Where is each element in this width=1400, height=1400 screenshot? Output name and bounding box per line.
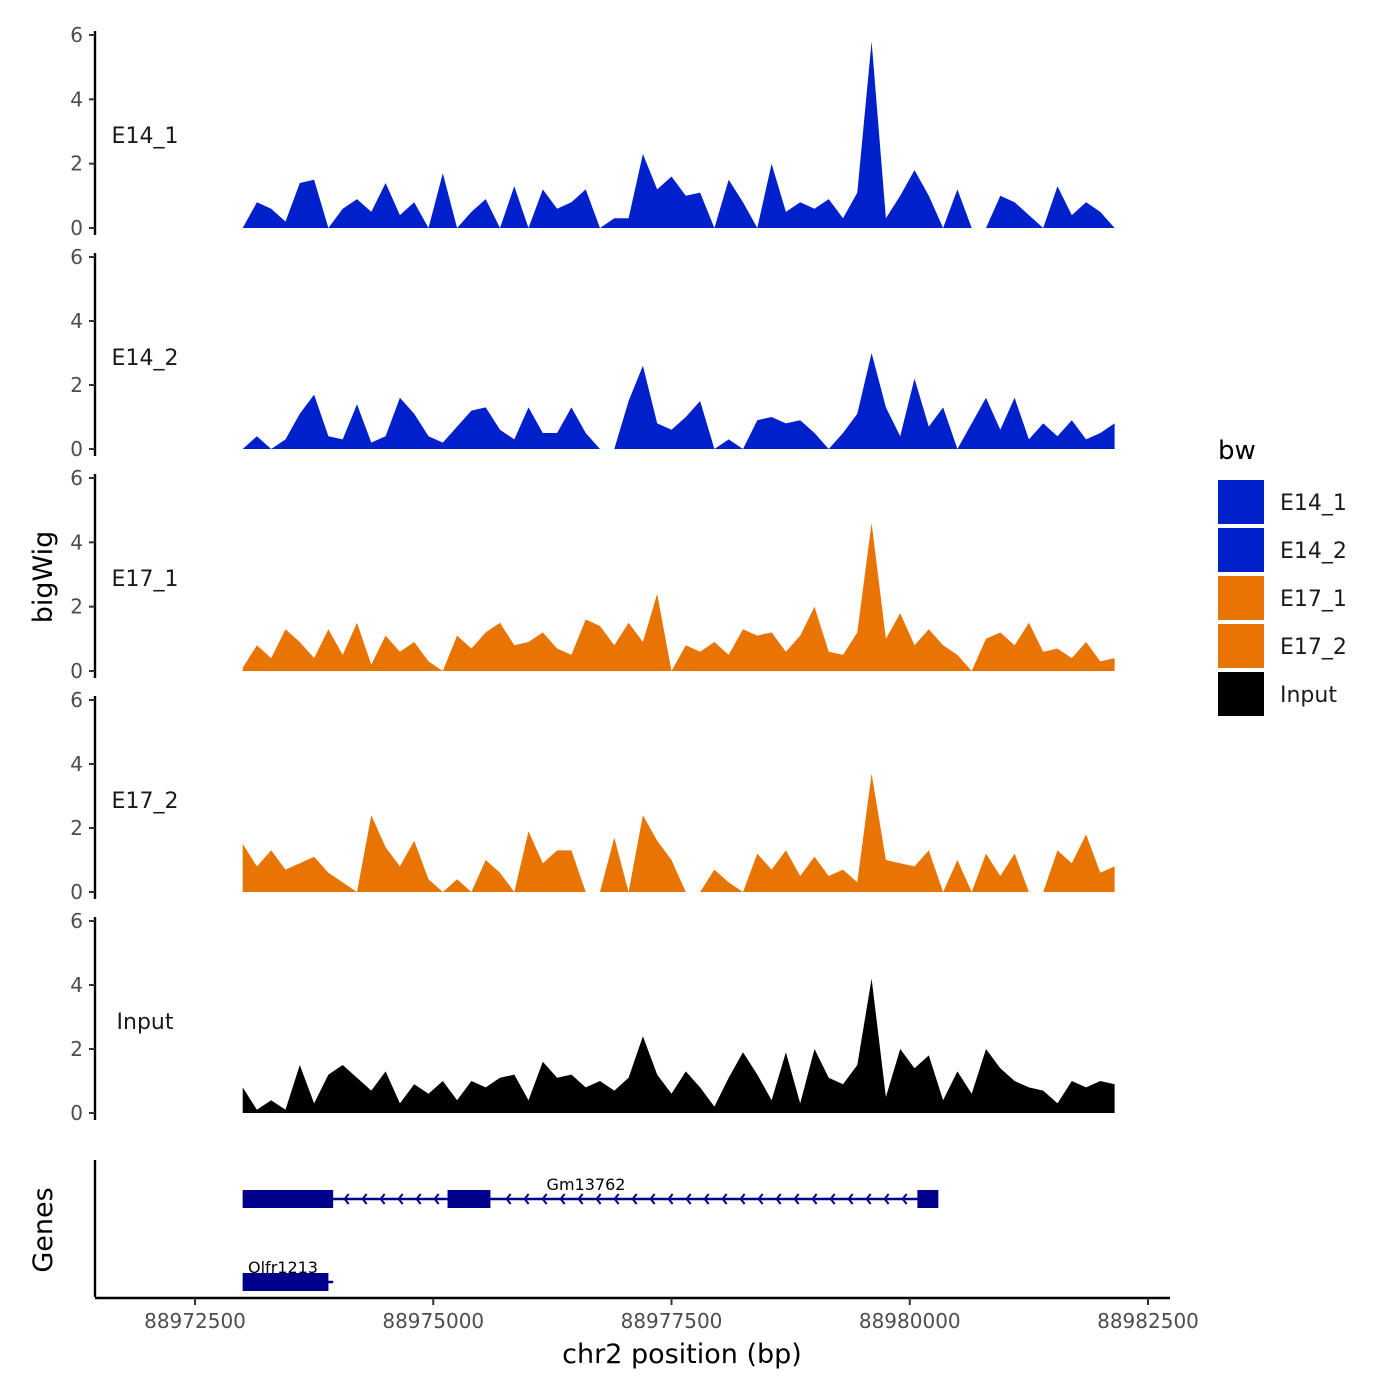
coverage-area-e17-2 xyxy=(242,773,1115,892)
track-e14-1: 0 2 4 6 E14_1 xyxy=(70,23,1115,240)
y-tick-label: 2 xyxy=(70,595,83,619)
coverage-area-input xyxy=(242,978,1115,1113)
y-axis-title: bigWig xyxy=(28,531,59,624)
track-e17-1: 0 2 4 6 E17_1 xyxy=(70,466,1115,683)
strand-arrow xyxy=(685,1193,692,1205)
strand-arrow xyxy=(757,1193,764,1205)
strand-arrow xyxy=(901,1193,908,1205)
x-tick-label: 88972500 xyxy=(144,1309,246,1333)
strand-arrow xyxy=(613,1193,620,1205)
y-tick-label: 2 xyxy=(70,373,83,397)
track-e14-2: 0 2 4 6 E14_2 xyxy=(70,245,1115,461)
strand-arrow xyxy=(811,1193,818,1205)
legend-swatch xyxy=(1218,672,1264,716)
gene-exon xyxy=(447,1190,491,1208)
y-tick-label: 6 xyxy=(70,466,83,490)
strand-arrow xyxy=(847,1193,854,1205)
strand-arrow xyxy=(505,1193,512,1205)
y-tick-label: 6 xyxy=(70,245,83,269)
y-tick-label: 0 xyxy=(70,437,83,461)
gene-label: Gm13762 xyxy=(547,1175,626,1194)
gene-label: Olfr1213 xyxy=(248,1258,318,1277)
strand-arrow xyxy=(829,1193,836,1205)
y-tick-label: 2 xyxy=(70,152,83,176)
track-label: E17_1 xyxy=(112,567,179,592)
y-tick-label: 2 xyxy=(70,1037,83,1061)
x-tick-label: 88975000 xyxy=(382,1309,484,1333)
y-tick-label: 0 xyxy=(70,659,83,683)
legend-swatch xyxy=(1218,528,1264,572)
track-label: Input xyxy=(117,1010,174,1035)
y-tick-label: 4 xyxy=(70,973,83,997)
y-tick-label: 6 xyxy=(70,688,83,712)
track-input: 0 2 4 6 Input xyxy=(70,909,1115,1125)
strand-arrow xyxy=(379,1193,386,1205)
coverage-area-e14-2 xyxy=(242,353,1115,449)
track-label: E14_1 xyxy=(112,124,179,149)
y-tick-label: 4 xyxy=(70,752,83,776)
y-tick-label: 2 xyxy=(70,816,83,840)
y-tick-label: 0 xyxy=(70,880,83,904)
coverage-area-e14-1 xyxy=(242,41,1115,229)
strand-arrow xyxy=(793,1193,800,1205)
strand-arrow xyxy=(775,1193,782,1205)
track-e17-2: 0 2 4 6 E17_2 xyxy=(70,688,1115,904)
strand-arrow xyxy=(343,1193,350,1205)
gene-gm13762: Gm13762 xyxy=(242,1175,939,1208)
x-tick-label: 88980000 xyxy=(859,1309,961,1333)
strand-arrow xyxy=(541,1193,548,1205)
x-tick-label: 88977500 xyxy=(621,1309,723,1333)
y-tick-label: 0 xyxy=(70,1101,83,1125)
gene-track: Gm13762 Olfr1213 xyxy=(93,1160,939,1297)
strand-arrow xyxy=(361,1193,368,1205)
strand-arrow xyxy=(523,1193,530,1205)
strand-arrow xyxy=(703,1193,710,1205)
strand-arrow xyxy=(631,1193,638,1205)
gene-exon xyxy=(242,1273,329,1291)
y-tick-label: 4 xyxy=(70,309,83,333)
strand-arrow xyxy=(739,1193,746,1205)
y-tick-label: 6 xyxy=(70,23,83,47)
legend-label: E17_2 xyxy=(1280,635,1347,660)
strand-arrow xyxy=(577,1193,584,1205)
gene-olfr1213: Olfr1213 xyxy=(242,1258,334,1291)
legend-label: E14_1 xyxy=(1280,491,1347,516)
strand-arrow xyxy=(595,1193,602,1205)
legend-swatch xyxy=(1218,576,1264,620)
legend-label: Input xyxy=(1280,683,1337,708)
legend-label: E17_1 xyxy=(1280,587,1347,612)
coverage-area-e17-1 xyxy=(242,523,1115,671)
track-label: E14_2 xyxy=(112,346,179,371)
strand-arrow xyxy=(649,1193,656,1205)
y-tick-label: 4 xyxy=(70,530,83,554)
strand-arrow xyxy=(883,1193,890,1205)
gene-exon xyxy=(917,1190,939,1208)
y-tick-label: 6 xyxy=(70,909,83,933)
strand-arrow xyxy=(559,1193,566,1205)
legend-label: E14_2 xyxy=(1280,539,1347,564)
gene-exon xyxy=(242,1190,334,1208)
x-axis-title: chr2 position (bp) xyxy=(562,1339,802,1370)
x-axis: 88972500 88975000 88977500 88980000 88982500 xyxy=(95,1296,1199,1333)
legend-title: bw xyxy=(1218,436,1256,466)
strand-arrow xyxy=(865,1193,872,1205)
coverage-tracks: 0 2 4 6 E14_1 0 2 4 6 E14_2 0 2 4 6 E17_1 0 2 4 6 E17_2 0 2 4 6… xyxy=(70,23,1115,1125)
x-tick-label: 88982500 xyxy=(1097,1309,1199,1333)
strand-arrow xyxy=(667,1193,674,1205)
track-label: E17_2 xyxy=(112,789,179,814)
strand-arrow xyxy=(397,1193,404,1205)
strand-arrow xyxy=(721,1193,728,1205)
strand-arrow xyxy=(433,1193,440,1205)
legend: bw E14_1 E14_2 E17_1 E17_2 Input xyxy=(1218,436,1347,716)
legend-swatch xyxy=(1218,480,1264,524)
y-tick-label: 0 xyxy=(70,216,83,240)
y-tick-label: 4 xyxy=(70,87,83,111)
genes-axis-title: Genes xyxy=(28,1187,59,1272)
strand-arrow xyxy=(415,1193,422,1205)
legend-swatch xyxy=(1218,624,1264,668)
